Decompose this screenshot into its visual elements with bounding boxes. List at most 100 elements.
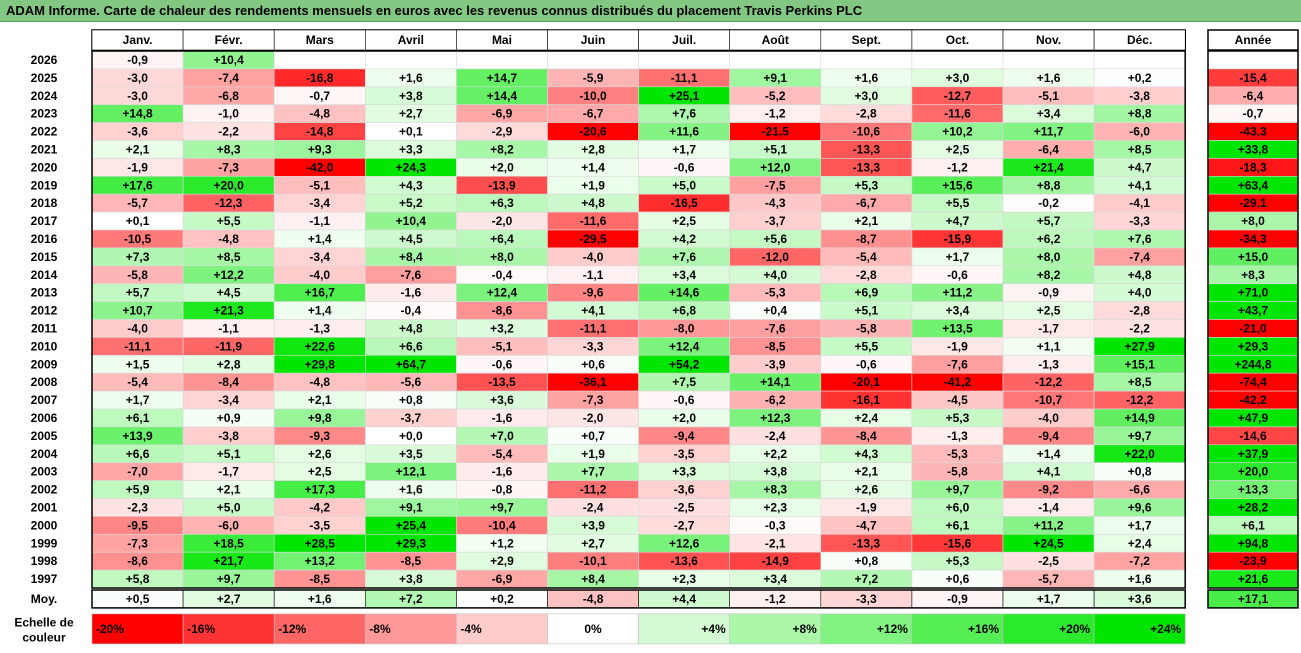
heatmap-cell-value: +4,8 [581, 196, 605, 210]
heatmap-cell-value: -5,2 [765, 89, 786, 103]
heatmap-cell-value: +2,8 [217, 357, 241, 371]
heatmap-cell-value: +9,1 [399, 500, 423, 514]
annual-cell-value: -21,0 [1239, 321, 1267, 335]
heatmap-cell-value: -6,0 [218, 518, 239, 532]
heatmap-cell-value: -14,9 [762, 554, 790, 568]
heatmap-cell-value: -20,1 [853, 375, 881, 389]
heatmap-cell-value: -5,4 [127, 375, 148, 389]
heatmap-cell-value: +13,9 [122, 429, 153, 443]
heatmap-cell-value: -5,1 [1038, 89, 1059, 103]
heatmap-cell-value: +17,3 [305, 483, 336, 497]
heatmap-cell-value: -5,7 [127, 196, 148, 210]
heatmap-cell-value: +5,7 [126, 286, 150, 300]
heatmap-cell-value: -42,0 [306, 160, 334, 174]
heatmap-cell-value: -13,3 [853, 160, 881, 174]
heatmap-cell-value: +2,4 [854, 411, 878, 425]
heatmap-cell-value: +6,6 [399, 339, 423, 353]
heatmap-cell-value: +5,2 [399, 196, 423, 210]
heatmap-cell-value: +6,4 [490, 232, 514, 246]
heatmap-cell-value: -29,5 [579, 232, 607, 246]
annual-cell-value: -23,9 [1239, 554, 1267, 568]
scale-swatch-label: -4% [460, 622, 482, 636]
heatmap-cell [1093, 50, 1186, 70]
heatmap-cell-value: -5,4 [856, 250, 877, 264]
annual-cell-value: +6,1 [1241, 518, 1265, 532]
heatmap-cell-value: -0,6 [947, 268, 968, 282]
annual-cell-value: +28,2 [1238, 500, 1269, 514]
heatmap-cell-value: -5,8 [856, 321, 877, 335]
heatmap-cell-value: +2,9 [490, 554, 514, 568]
average-cell-value: -3,3 [856, 592, 877, 606]
heatmap-cell-value: +1,6 [1128, 572, 1152, 586]
heatmap-cell-value: -13,5 [488, 375, 516, 389]
annual-cell-value: -15,4 [1239, 71, 1267, 85]
heatmap-cell-value: -4,2 [309, 500, 330, 514]
annual-body-frame [1207, 50, 1299, 589]
heatmap-cell-value: +10,4 [396, 214, 427, 228]
heatmap-cell-value: +22,6 [305, 339, 336, 353]
heatmap-cell-value: +4,7 [946, 214, 970, 228]
heatmap-cell-value: -3,9 [765, 357, 786, 371]
annual-cell-value: -74,4 [1239, 375, 1267, 389]
year-label: 2008 [31, 375, 58, 389]
heatmap-cell-value: -8,5 [765, 339, 786, 353]
heatmap-cell-value: -1,6 [492, 411, 513, 425]
heatmap-cell-value: -3,3 [1129, 214, 1150, 228]
heatmap-cell-value: -3,4 [309, 250, 330, 264]
heatmap-cell-value: -5,8 [947, 465, 968, 479]
average-cell-value: -1,2 [765, 592, 786, 606]
heatmap-cell-value: +8,2 [490, 142, 514, 156]
heatmap-cell-value: -13,9 [488, 178, 516, 192]
scale-swatch [638, 613, 730, 645]
annual-cell-value: +71,0 [1238, 286, 1269, 300]
year-label: 1999 [31, 536, 58, 550]
heatmap-cell-value: +1,6 [399, 483, 423, 497]
scale-swatch-label: -16% [187, 622, 215, 636]
heatmap-cell-value: +12,6 [669, 536, 700, 550]
heatmap-cell [820, 50, 913, 70]
heatmap-cell-value: -6,8 [218, 89, 239, 103]
heatmap-cell-value: -8,5 [401, 554, 422, 568]
heatmap-cell-value: +15,1 [1124, 357, 1155, 371]
heatmap-cell-value: +6,1 [946, 518, 970, 532]
month-header-label: Août [762, 33, 789, 47]
heatmap-cell-value: +6,0 [946, 500, 970, 514]
heatmap-cell-value: -2,7 [674, 518, 695, 532]
heatmap-cell-value: -6,6 [1129, 483, 1150, 497]
heatmap-cell-value: +9,1 [763, 71, 787, 85]
heatmap-cell-value: +2,3 [672, 572, 696, 586]
scale-swatch-label: -8% [369, 622, 391, 636]
heatmap-cell-value: -8,6 [492, 304, 513, 318]
heatmap-cell-value: +21,3 [213, 304, 244, 318]
heatmap-cell-value: -4,0 [1038, 411, 1059, 425]
heatmap-cell-value: +1,2 [490, 536, 514, 550]
heatmap-cell-value: -7,0 [127, 465, 148, 479]
heatmap-cell [273, 50, 366, 70]
heatmap-cell-value: +3,8 [763, 465, 787, 479]
scale-swatch [911, 613, 1004, 645]
annual-cell-value: +21,6 [1238, 572, 1269, 586]
heatmap-cell-value: +0,6 [946, 572, 970, 586]
heatmap-cell-value: +2,1 [854, 214, 878, 228]
heatmap-cell-value: +29,8 [305, 357, 336, 371]
heatmap-cell-value: +8,5 [1128, 142, 1152, 156]
annual-cell-value: +63,4 [1238, 178, 1269, 192]
year-label: 2023 [31, 107, 58, 121]
heatmap-cell-value: +7,7 [581, 465, 605, 479]
heatmap-cell-value: +4,8 [399, 321, 423, 335]
heatmap-cell-value: +5,5 [854, 339, 878, 353]
heatmap-cell-value: +2,6 [854, 483, 878, 497]
month-header-label: Févr. [215, 33, 243, 47]
heatmap-cell-value: +8,2 [1037, 268, 1061, 282]
month-header-label: Juil. [672, 33, 696, 47]
average-cell-value: +7,2 [399, 592, 423, 606]
heatmap-cell-value: -4,0 [583, 250, 604, 264]
heatmap-cell-value: +5,1 [217, 447, 241, 461]
heatmap-cell-value: +2,1 [854, 465, 878, 479]
heatmap-cell [729, 50, 822, 70]
heatmap-cell-value: -14,8 [306, 125, 334, 139]
scale-swatch [1093, 613, 1186, 645]
heatmap-cell-value: +4,8 [1128, 268, 1152, 282]
heatmap-cell-value: -1,7 [218, 465, 239, 479]
heatmap-cell-value: +11,6 [669, 125, 699, 139]
